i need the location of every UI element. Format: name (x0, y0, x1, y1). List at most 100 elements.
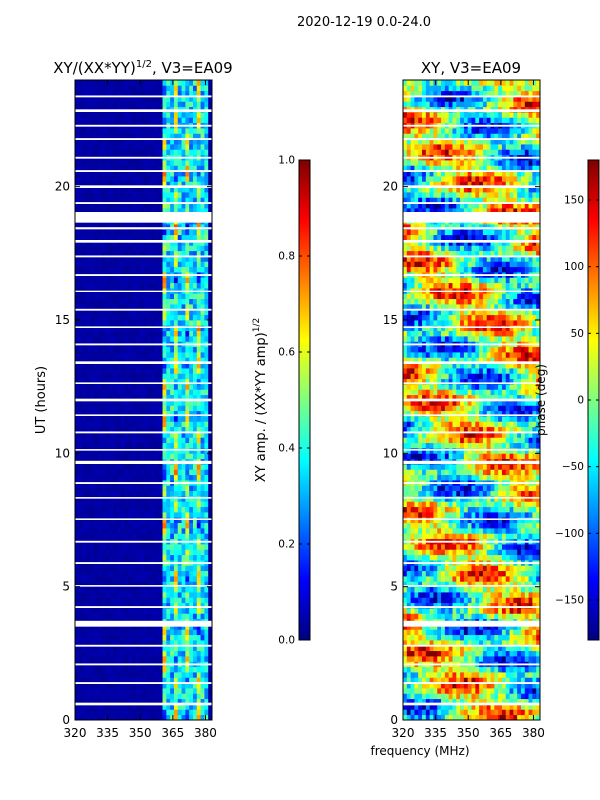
flagged-gap (75, 382, 212, 384)
amplitude-colorbar: 0.0 0.2 0.4 0.6 0.8 1.0 XY amp. / (XX*YY amp)… (252, 155, 311, 647)
flagged-gap (403, 518, 540, 520)
x-tick-label: 350 (457, 726, 480, 740)
flagged-gap (403, 431, 540, 434)
x-tick-label: 365 (489, 726, 512, 740)
flagged-gap (75, 240, 212, 243)
flagged-gap (75, 290, 212, 292)
flagged-gap (75, 431, 212, 434)
x-tick-label: 335 (424, 726, 447, 740)
colorbar-tick-label: 0.8 (278, 251, 295, 263)
flagged-gap (75, 398, 212, 402)
flagged-gap (403, 95, 540, 98)
amplitude-colorbar-label-sup: 1/2 (252, 318, 262, 332)
x-tick-label: 350 (129, 726, 152, 740)
amplitude-title-tail: , V3=EA09 (152, 59, 233, 77)
flagged-gap (75, 414, 212, 416)
flagged-gap (403, 138, 540, 140)
flagged-gap (75, 361, 212, 364)
colorbar-tick-label: −150 (555, 595, 584, 607)
phase-panel-title: XY, V3=EA09 (421, 59, 521, 77)
y-tick-label: 15 (383, 313, 398, 327)
colorbar-tick-label: 0.0 (278, 635, 295, 647)
amplitude-panel-title: XY/(XX*YY)1/2, V3=EA09 (53, 59, 232, 77)
flagged-gap (403, 585, 540, 587)
colorbar-tick-label: 0.4 (278, 443, 295, 455)
flagged-gap (75, 585, 212, 587)
colorbar-tick-label: 0.2 (278, 539, 295, 551)
flagged-gap (75, 255, 212, 258)
flagged-gap (403, 606, 540, 608)
flagged-gap (75, 202, 212, 204)
flagged-gap (403, 663, 540, 666)
y-tick-label: 0 (62, 713, 70, 727)
flagged-gap (403, 212, 540, 223)
flagged-gap (403, 227, 540, 230)
amplitude-colorbar-gradient (298, 159, 311, 641)
flagged-gap (403, 255, 540, 258)
phase-panel: XY, V3=EA09 320 335 350 365 380 0 5 10 15 20 fre… (370, 59, 544, 758)
x-tick-label: 320 (392, 726, 415, 740)
flagged-gap (75, 682, 212, 684)
flagged-gap (75, 644, 212, 647)
y-tick-label: 15 (55, 313, 70, 327)
flagged-gap (403, 240, 540, 243)
phase-colorbar-ticks: −150 −100 −50 0 50 100 150 (555, 195, 599, 607)
flagged-gap (75, 497, 212, 499)
flagged-gap (403, 540, 540, 543)
x-tick-label: 365 (161, 726, 184, 740)
flagged-gap (403, 109, 540, 112)
flagged-gap (403, 620, 540, 627)
x-tick-label: 380 (522, 726, 545, 740)
flagged-gap (75, 212, 212, 223)
amplitude-plot-frame (74, 79, 213, 721)
amplitude-heatmap (75, 80, 212, 720)
flagged-gap (75, 620, 212, 627)
amplitude-colorbar-label-main: XY amp. / (XX*YY amp) (254, 332, 269, 482)
flagged-gap (75, 540, 212, 543)
figure-suptitle: 2020-12-19 0.0-24.0 (297, 15, 431, 30)
flagged-gap (403, 308, 540, 311)
flagged-gap (75, 308, 212, 311)
flagged-gap (403, 170, 540, 172)
y-tick-label: 20 (383, 180, 398, 194)
flagged-gap (403, 398, 540, 402)
colorbar-tick-label: −50 (562, 461, 584, 473)
flagged-gap (403, 414, 540, 416)
flagged-gap (403, 361, 540, 364)
phase-colorbar: phase (deg) −150 −100 −50 0 50 100 150 (534, 159, 600, 641)
phase-y-ticks: 0 5 10 15 20 (383, 180, 540, 727)
phase-plot-frame (402, 79, 541, 721)
flagged-gap (403, 682, 540, 684)
amplitude-title-main: XY/(XX*YY) (53, 59, 136, 77)
flagged-gap (75, 274, 212, 276)
flagged-gap (75, 170, 212, 172)
phase-x-axis-label: frequency (MHz) (370, 744, 469, 758)
amplitude-colorbar-label: XY amp. / (XX*YY amp)1/2 (252, 318, 269, 482)
x-tick-label: 335 (96, 726, 119, 740)
flagged-gap (403, 449, 540, 451)
flagged-gap (75, 109, 212, 112)
phase-colorbar-label: phase (deg) (534, 364, 548, 436)
y-tick-label: 5 (390, 580, 398, 594)
flagged-gap (75, 606, 212, 608)
flagged-gap (75, 124, 212, 127)
flagged-gap (75, 185, 212, 188)
x-tick-label: 380 (194, 726, 217, 740)
flagged-gap (75, 562, 212, 564)
flagged-gap (403, 156, 540, 159)
flagged-gap (75, 702, 212, 706)
flagged-gap (403, 343, 540, 346)
flagged-gap (75, 663, 212, 666)
phase-heatmap (403, 80, 540, 720)
flagged-gap (75, 326, 212, 328)
y-tick-label: 20 (55, 180, 70, 194)
colorbar-tick-label: 50 (571, 328, 584, 340)
y-tick-label: 10 (55, 446, 70, 460)
flagged-gap (403, 702, 540, 706)
flagged-gap (403, 185, 540, 188)
flagged-gap (403, 290, 540, 292)
flagged-gap (403, 497, 540, 499)
flagged-gap (403, 326, 540, 328)
flagged-gap (75, 95, 212, 98)
